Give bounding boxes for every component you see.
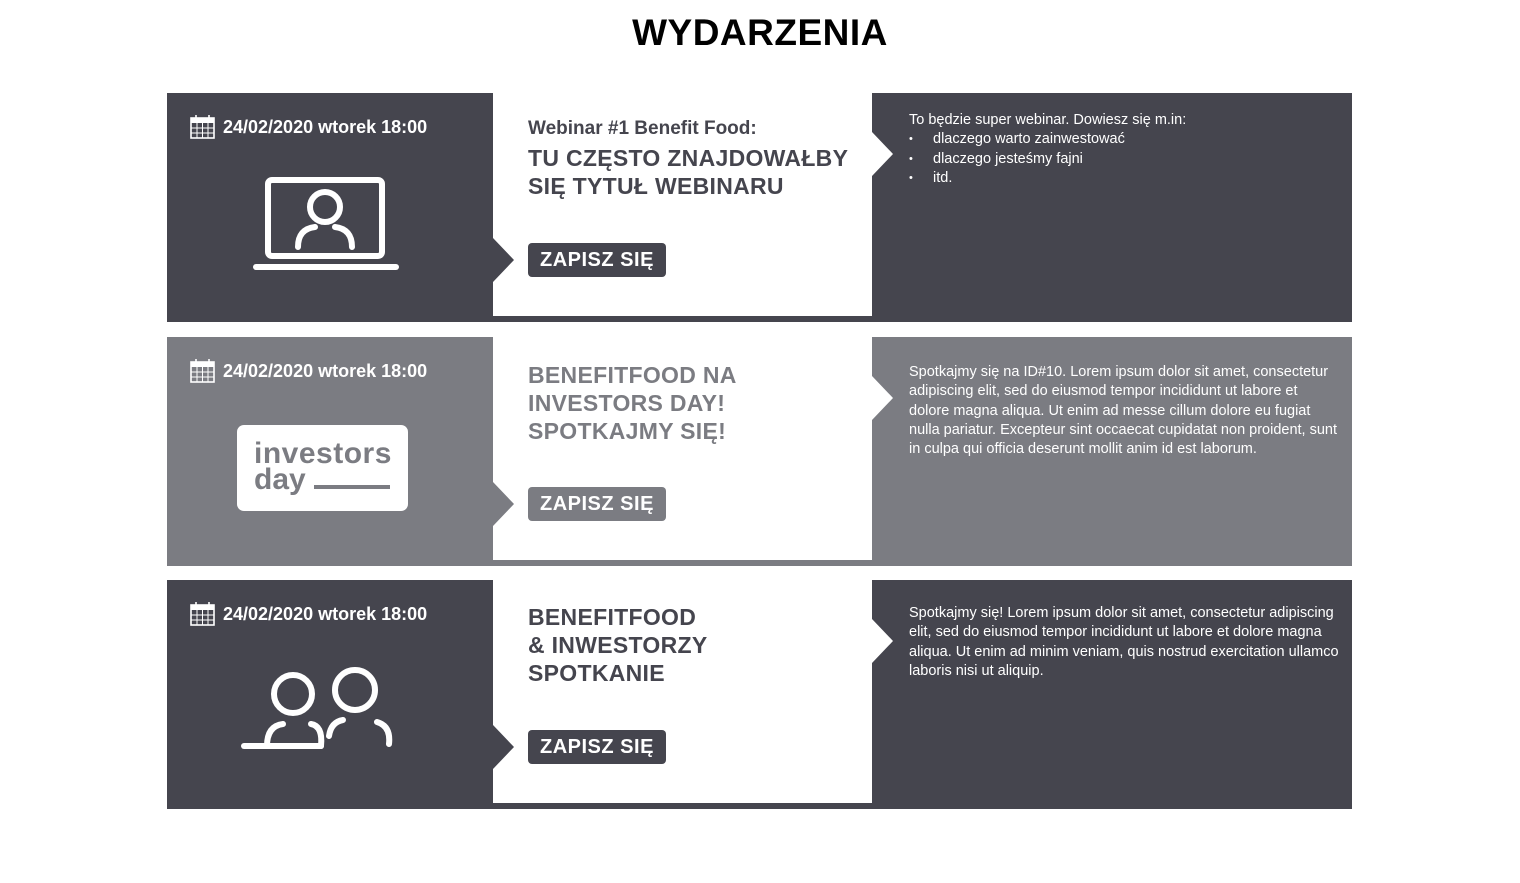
investors-day-logo: investors day	[237, 425, 408, 511]
event-date-panel: 24/02/2020 wtorek 18:00	[167, 580, 493, 809]
event-description: To będzie super webinar. Dowiesz się m.i…	[909, 111, 1341, 188]
divider-bar	[493, 803, 872, 809]
signup-button[interactable]: ZAPISZ SIĘ	[528, 730, 666, 764]
headline-line: SPOTKANIE	[528, 660, 665, 686]
event-card-webinar: 24/02/2020 wtorek 18:00 Webinar #1 Benef…	[167, 93, 1352, 322]
panel-arrow	[872, 619, 893, 663]
event-card-meeting: 24/02/2020 wtorek 18:00 BENEFITFOOD & IN…	[167, 580, 1352, 809]
signup-button[interactable]: ZAPISZ SIĘ	[528, 243, 666, 277]
headline-line: BENEFITFOOD	[528, 604, 697, 630]
list-item: dlaczego warto zainwestować	[909, 130, 1341, 150]
event-description: Spotkajmy się na ID#10. Lorem ipsum dolo…	[909, 364, 1338, 458]
event-headline: BENEFITFOOD NA INVESTORS DAY! SPOTKAJMY …	[528, 361, 858, 445]
event-date-panel: 24/02/2020 wtorek 18:00	[167, 93, 493, 322]
panel-arrow	[493, 725, 514, 769]
event-date: 24/02/2020 wtorek 18:00	[190, 602, 427, 626]
calendar-icon	[190, 602, 215, 626]
divider-bar	[493, 560, 872, 566]
description-intro: To będzie super webinar. Dowiesz się m.i…	[909, 112, 1187, 128]
headline-line: INVESTORS DAY!	[528, 390, 726, 416]
logo-text: day	[254, 463, 306, 496]
event-date: 24/02/2020 wtorek 18:00	[190, 115, 427, 139]
calendar-icon	[190, 115, 215, 139]
event-date-panel: 24/02/2020 wtorek 18:00 investors day	[167, 337, 493, 566]
event-card-investors-day: 24/02/2020 wtorek 18:00 investors day BE…	[167, 337, 1352, 566]
signup-button[interactable]: ZAPISZ SIĘ	[528, 487, 666, 521]
panel-arrow	[872, 132, 893, 176]
headline-line: & INWESTORZY	[528, 632, 708, 658]
event-description-panel	[872, 580, 1352, 809]
event-description-panel	[872, 337, 1352, 566]
two-people-icon	[241, 667, 393, 749]
event-headline: BENEFITFOOD & INWESTORZY SPOTKANIE	[528, 603, 858, 687]
calendar-icon	[190, 359, 215, 383]
headline-line: BENEFITFOOD NA	[528, 362, 737, 388]
event-headline: TU CZĘSTO ZNAJDOWAŁBY SIĘ TYTUŁ WEBINARU	[528, 144, 858, 200]
laptop-user-icon	[253, 177, 399, 270]
panel-arrow	[493, 238, 514, 282]
list-item: itd.	[909, 169, 1341, 189]
list-item: dlaczego jesteśmy fajni	[909, 150, 1341, 170]
bullet-list: dlaczego warto zainwestować dlaczego jes…	[909, 130, 1341, 188]
logo-text: investors	[254, 437, 392, 470]
headline-line: TU CZĘSTO ZNAJDOWAŁBY	[528, 145, 849, 171]
event-description: Spotkajmy się! Lorem ipsum dolor sit ame…	[909, 605, 1339, 679]
event-subtitle: Webinar #1 Benefit Food:	[528, 118, 757, 139]
page-title: WYDARZENIA	[632, 12, 888, 53]
event-date-text: 24/02/2020 wtorek 18:00	[223, 116, 428, 137]
panel-arrow	[872, 376, 893, 420]
headline-line: SPOTKAJMY SIĘ!	[528, 418, 727, 444]
event-date-text: 24/02/2020 wtorek 18:00	[223, 603, 428, 624]
event-date: 24/02/2020 wtorek 18:00	[190, 359, 427, 383]
logo-underline	[314, 485, 390, 489]
event-date-text: 24/02/2020 wtorek 18:00	[223, 360, 428, 381]
headline-line: SIĘ TYTUŁ WEBINARU	[528, 173, 784, 199]
divider-bar	[493, 316, 872, 322]
panel-arrow	[493, 482, 514, 526]
